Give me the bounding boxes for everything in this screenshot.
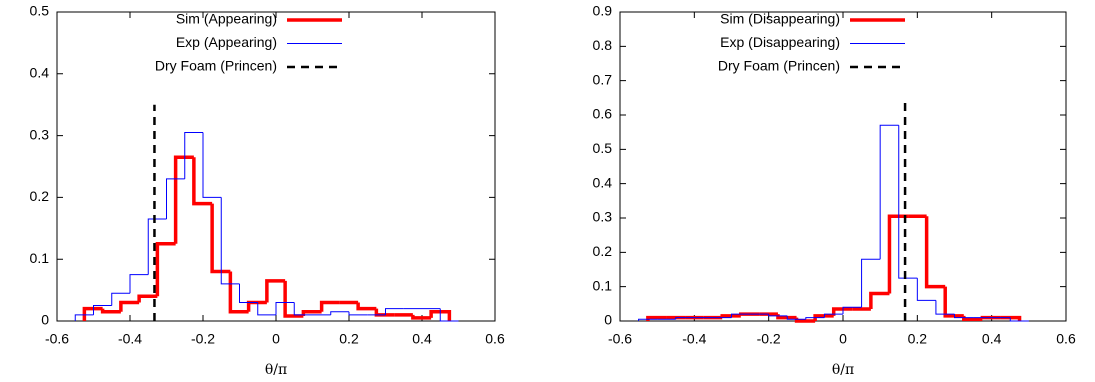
x-axis-label: θ/π <box>265 362 287 378</box>
histogram-step <box>646 315 667 321</box>
histogram-step <box>173 155 194 244</box>
legend-label: Exp (Appearing) <box>176 34 277 50</box>
histogram-step <box>823 313 843 318</box>
histogram-step <box>638 318 658 321</box>
histogram-step <box>768 314 788 317</box>
y-tick-label: 0.1 <box>30 250 50 266</box>
legend-label: Dry Foam (Princen) <box>718 58 840 74</box>
histogram-step <box>962 315 983 322</box>
histogram-step <box>239 283 258 303</box>
legend-label: Sim (Appearing) <box>176 11 277 27</box>
histogram-step <box>293 302 313 316</box>
histogram-step <box>184 132 203 179</box>
histogram-step <box>93 305 112 315</box>
histogram-step <box>166 178 185 220</box>
histogram-step <box>301 309 322 317</box>
histogram-step <box>411 314 432 320</box>
histogram-step <box>943 286 964 318</box>
histogram-step <box>879 124 899 260</box>
histogram-step <box>898 125 918 279</box>
x-tick-label: 0 <box>839 331 847 347</box>
x-tick-label: -0.6 <box>608 331 632 347</box>
histogram-step <box>265 279 286 303</box>
histogram-step <box>228 271 249 314</box>
histogram-step <box>210 203 231 274</box>
y-tick-label: 0.8 <box>593 37 613 53</box>
x-tick-label: 0.2 <box>908 331 928 347</box>
y-tick-label: 0.2 <box>593 243 613 259</box>
legend-label: Sim (Disappearing) <box>720 11 840 27</box>
y-tick-label: 0 <box>604 312 612 328</box>
y-tick-label: 0 <box>41 312 49 328</box>
histogram-step <box>192 157 213 206</box>
x-tick-label: -0.4 <box>118 331 142 347</box>
histogram-step <box>111 292 130 306</box>
x-tick-label: 0.2 <box>339 331 359 347</box>
y-tick-label: 0.1 <box>593 277 613 293</box>
histogram-step <box>831 307 853 316</box>
y-tick-label: 0.3 <box>30 126 50 142</box>
histogram-step <box>675 317 695 320</box>
y-tick-label: 0.4 <box>30 65 50 81</box>
histogram-step <box>924 216 946 289</box>
histogram-step <box>74 314 94 321</box>
histogram-step <box>731 313 751 318</box>
histogram-step <box>1009 317 1029 322</box>
plot-frame <box>619 11 1067 322</box>
histogram-step <box>887 214 909 294</box>
histogram-step <box>275 301 295 315</box>
histogram-step <box>129 274 149 294</box>
x-tick-label: 0.4 <box>982 331 1002 347</box>
histogram-step <box>137 294 158 303</box>
y-tick-label: 0.9 <box>593 3 613 19</box>
y-tick-label: 0.2 <box>30 188 50 204</box>
y-tick-label: 0.4 <box>593 174 613 190</box>
legend-label: Exp (Disappearing) <box>720 34 840 50</box>
histogram-step <box>155 242 176 297</box>
histogram-step <box>330 311 349 315</box>
histogram-step <box>916 278 936 301</box>
x-axis-label: θ/π <box>832 362 854 378</box>
histogram-step <box>776 314 797 320</box>
histogram-step <box>935 300 955 315</box>
histogram-step <box>842 306 862 315</box>
histogram-step <box>794 317 816 323</box>
histogram-step <box>720 314 741 318</box>
legend-label: Dry Foam (Princen) <box>155 58 277 74</box>
histogram-step <box>319 300 340 312</box>
y-tick-label: 0.5 <box>30 3 50 19</box>
histogram-step <box>147 218 167 275</box>
histogram-step <box>257 302 276 316</box>
x-tick-label: -0.2 <box>191 331 215 347</box>
histogram-step <box>202 132 222 198</box>
histogram-step <box>805 317 825 320</box>
x-tick-label: -0.2 <box>757 331 781 347</box>
x-tick-label: 0 <box>272 331 280 347</box>
y-tick-label: 0.3 <box>593 209 613 225</box>
histogram-step <box>119 300 140 312</box>
histogram-step <box>100 308 121 314</box>
histogram-step <box>385 308 404 315</box>
histogram-step <box>283 280 304 318</box>
histogram-step <box>220 197 240 285</box>
histogram-step <box>82 306 103 321</box>
y-tick-label: 0.5 <box>593 140 613 156</box>
histogram-step <box>861 258 881 308</box>
x-tick-label: 0.6 <box>485 331 505 347</box>
x-tick-label: -0.4 <box>682 331 706 347</box>
histogram-step <box>348 311 368 316</box>
x-tick-label: 0.6 <box>1056 331 1076 347</box>
histogram-step <box>356 302 377 311</box>
histogram-step <box>869 291 890 309</box>
y-tick-label: 0.6 <box>593 106 613 122</box>
histogram-step <box>786 315 806 320</box>
histogram-step <box>439 308 459 322</box>
histogram-step <box>813 314 834 321</box>
histogram-step <box>954 314 974 319</box>
x-tick-label: -0.6 <box>45 331 69 347</box>
x-tick-label: 0.4 <box>412 331 432 347</box>
y-tick-label: 0.7 <box>593 71 613 87</box>
